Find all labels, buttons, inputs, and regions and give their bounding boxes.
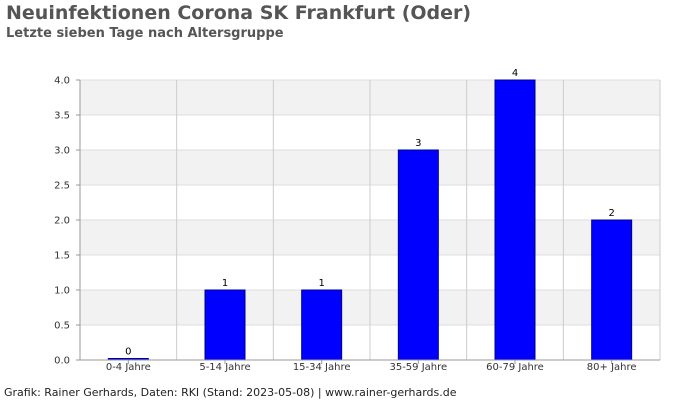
y-tick-label: 1.5: [54, 251, 70, 262]
x-axis-ticks: 0-4 Jahre 5-14 Jahre 15-34 Jahre 35-59 Jahr…: [80, 359, 660, 373]
bar-value-label: 1: [318, 278, 324, 289]
y-tick-label: 0.5: [54, 321, 70, 332]
x-tick-label: 15-34 Jahre: [293, 362, 351, 373]
chart-title: Neuinfektionen Corona SK Frankfurt (Oder…: [6, 2, 472, 24]
y-tick-label: 1.0: [54, 286, 70, 297]
chart-footer: Grafik: Rainer Gerhards, Daten: RKI (Sta…: [4, 386, 457, 399]
bar: [301, 289, 343, 361]
bar-value-label: 4: [512, 68, 518, 79]
x-tick-label: 0-4 Jahre: [106, 362, 151, 373]
y-tick-label: 4.0: [54, 76, 70, 87]
bar-value-label: 0: [125, 347, 131, 358]
bar-value-label: 1: [222, 278, 228, 289]
bar-value-label: 2: [608, 208, 614, 219]
y-tick-label: 3.5: [54, 111, 70, 122]
bar: [397, 149, 439, 361]
y-tick-label: 2.0: [54, 216, 70, 227]
chart-subtitle: Letzte sieben Tage nach Altersgruppe: [6, 26, 284, 41]
y-tick-label: 2.5: [54, 181, 70, 192]
x-tick-label: 60-79 Jahre: [486, 362, 544, 373]
bar: [494, 79, 536, 361]
y-axis-ticks: 0.0 0.5 1.0 1.5 2.0 2.5 3.0 3.5 4.0: [54, 76, 81, 367]
bar-value-label: 3: [415, 138, 421, 149]
bars: [107, 79, 633, 361]
x-tick-label: 5-14 Jahre: [199, 362, 250, 373]
y-tick-label: 0.0: [54, 356, 70, 367]
x-tick-label: 80+ Jahre: [587, 362, 637, 373]
value-labels: 0 1 1 3 4 2: [125, 68, 615, 358]
bar: [591, 219, 633, 361]
y-tick-label: 3.0: [54, 146, 70, 157]
bar: [204, 289, 246, 361]
x-tick-label: 35-59 Jahre: [389, 362, 447, 373]
